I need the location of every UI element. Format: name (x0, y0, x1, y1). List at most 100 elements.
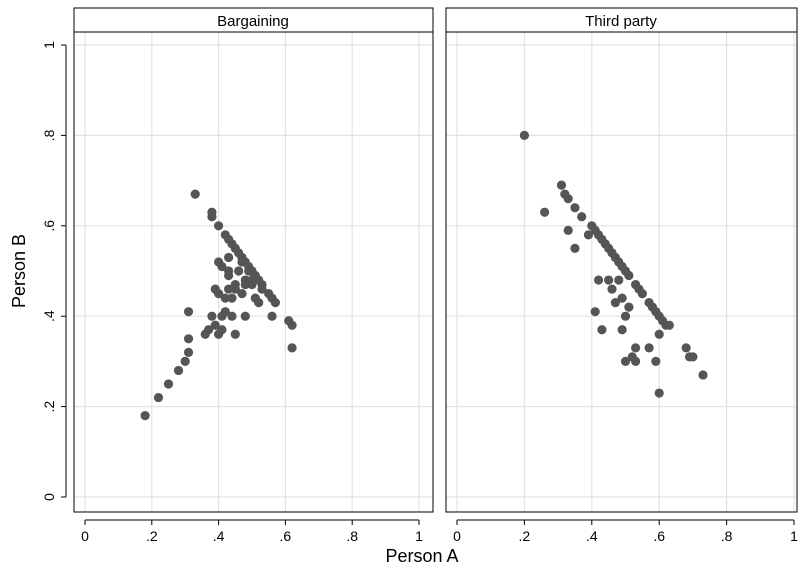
data-point (540, 207, 550, 217)
data-point (227, 293, 237, 303)
data-point (254, 298, 264, 308)
data-point (180, 356, 190, 366)
data-point (240, 279, 250, 290)
data-point (617, 325, 627, 335)
data-point (577, 212, 587, 222)
x-tick-label: .6 (653, 528, 665, 544)
x-tick-label: 1 (790, 528, 798, 544)
data-point (593, 275, 604, 285)
x-tick-label: .8 (721, 528, 733, 544)
panel-2: Third party 0 .2 .4 .6 .8 1 (445, 7, 798, 544)
panel-title: Bargaining (217, 13, 289, 30)
data-point (617, 293, 627, 303)
data-point (681, 343, 691, 353)
data-point (217, 325, 227, 335)
data-point (224, 284, 234, 294)
plot-frame (73, 31, 434, 513)
data-point (270, 298, 280, 308)
data-point (203, 325, 214, 335)
y-tick-label: .8 (41, 129, 57, 141)
data-point (183, 334, 194, 344)
data-point (257, 284, 267, 294)
data-point (287, 320, 297, 330)
panel-1: Bargaining 0 .2 .4 .6 .8 1 0 .2 .4 .6 .8 1 (41, 7, 434, 544)
data-point (637, 289, 647, 299)
data-point (207, 207, 217, 217)
x-tick-label: 1 (415, 528, 423, 544)
data-point (163, 379, 174, 389)
data-point (654, 388, 664, 398)
data-point (688, 352, 698, 362)
x-tick-label: 0 (453, 528, 461, 544)
data-point (267, 311, 277, 321)
data-point (234, 266, 244, 276)
x-tick-label: .4 (213, 528, 225, 544)
data-point (173, 365, 184, 376)
data-point (583, 230, 594, 240)
data-point (607, 284, 617, 294)
data-point (214, 289, 224, 299)
data-point (631, 356, 641, 366)
y-tick-label: .4 (41, 310, 57, 322)
x-tick-label: .6 (280, 528, 292, 544)
data-point (237, 289, 247, 299)
data-point (210, 320, 220, 330)
x-axis-title: Person A (385, 546, 458, 566)
data-point (620, 311, 631, 321)
data-point (654, 329, 664, 339)
data-point (224, 252, 234, 263)
data-point (220, 293, 230, 303)
data-point (556, 180, 567, 190)
data-point (624, 270, 634, 281)
data-point (570, 203, 580, 213)
data-point (240, 311, 250, 321)
data-point (287, 343, 297, 353)
x-tick-label: .2 (146, 528, 158, 544)
data-point (519, 130, 530, 140)
data-point (214, 221, 224, 231)
x-tick-label: .8 (346, 528, 358, 544)
y-tick-label: .6 (41, 220, 57, 232)
panel-title-strip (445, 7, 798, 33)
y-axis-title: Person B (9, 234, 29, 308)
data-point (610, 298, 620, 308)
data-point (698, 370, 708, 380)
data-point (624, 302, 634, 312)
y-tick-label: 1 (41, 41, 57, 49)
data-point (183, 347, 194, 357)
data-point (217, 261, 227, 272)
x-tick-label: 0 (81, 528, 89, 544)
data-point (190, 189, 200, 199)
data-point (590, 307, 600, 317)
data-point (563, 225, 573, 235)
plot-frame (445, 31, 798, 513)
data-point (620, 356, 631, 366)
y-tick-label: .2 (41, 401, 57, 413)
data-point (614, 275, 624, 285)
data-point (597, 325, 607, 335)
data-point (183, 307, 194, 317)
data-point (570, 243, 580, 253)
data-point (247, 279, 257, 290)
data-point (644, 343, 654, 353)
data-point (207, 311, 217, 321)
data-point (220, 307, 230, 317)
data-point (563, 194, 573, 204)
data-point (631, 343, 641, 353)
data-point (604, 275, 614, 285)
data-point (664, 320, 674, 330)
data-point (230, 329, 240, 339)
y-tick-label: 0 (41, 493, 57, 501)
data-point (230, 284, 240, 294)
data-point (153, 392, 164, 403)
data-point (227, 311, 237, 321)
x-tick-label: .4 (586, 528, 598, 544)
x-tick-label: .2 (519, 528, 531, 544)
panel-title: Third party (585, 13, 657, 30)
data-point (224, 270, 234, 281)
data-point (651, 356, 661, 366)
data-point (140, 411, 150, 421)
panel-title-strip (73, 7, 434, 33)
